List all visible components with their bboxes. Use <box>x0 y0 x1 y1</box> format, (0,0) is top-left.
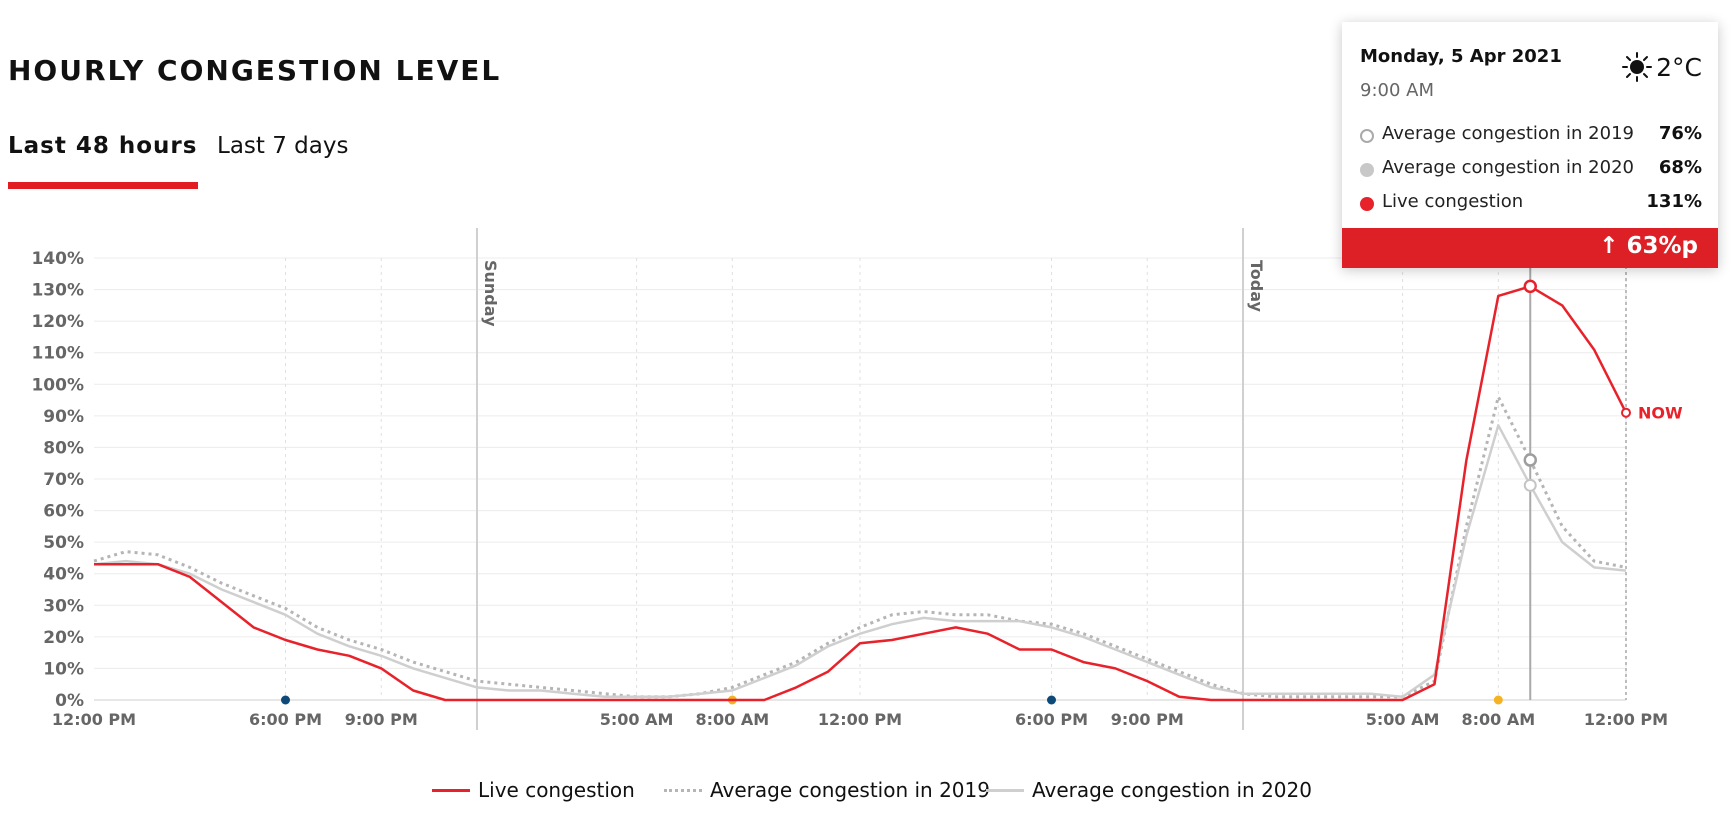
x-tick-label: 9:00 PM <box>345 710 418 729</box>
y-tick-label: 40% <box>43 565 84 585</box>
tab-last-48-hours[interactable]: Last 48 hours <box>8 133 198 159</box>
legend-label: Average congestion in 2019 <box>710 778 990 802</box>
tooltip-row-value: 68% <box>1658 157 1702 178</box>
red-dot-icon <box>1360 197 1374 211</box>
y-tick-label: 120% <box>31 312 84 332</box>
y-tick-label: 110% <box>31 344 84 364</box>
series-line-2020 <box>93 424 1627 699</box>
y-tick-label: 60% <box>43 502 84 522</box>
hover-point-2019 <box>1523 453 1537 467</box>
now-point <box>1621 407 1631 418</box>
legend-item-live[interactable]: Live congestion <box>432 778 635 802</box>
tooltip-row-value: 131% <box>1646 191 1702 212</box>
tooltip-temperature: 2°C <box>1656 52 1702 82</box>
tooltip-time: 9:00 AM <box>1360 80 1434 101</box>
tooltip-row-label: Live congestion <box>1382 191 1524 212</box>
tooltip-row-value: 76% <box>1658 123 1702 144</box>
x-tick-label: 9:00 PM <box>1111 710 1184 729</box>
tab-last-7-days[interactable]: Last 7 days <box>217 133 349 159</box>
hover-point-live <box>1523 279 1537 294</box>
now-label: NOW <box>1638 404 1683 423</box>
active-tab-indicator <box>8 182 198 189</box>
tooltip-delta-bar: ↑ 63%p <box>1342 228 1718 268</box>
legend-label: Live congestion <box>478 778 635 802</box>
legend-item-2020[interactable]: Average congestion in 2020 <box>986 778 1312 802</box>
y-tick-label: 20% <box>43 628 84 648</box>
sun-icon <box>1622 52 1653 82</box>
tooltip-delta: ↑ 63%p <box>1599 233 1698 259</box>
page-title: HOURLY CONGESTION LEVEL <box>8 54 502 87</box>
x-tick-label: 6:00 PM <box>1015 710 1088 729</box>
grey-dot-icon <box>1360 163 1374 177</box>
x-tick-label: 8:00 AM <box>1461 710 1535 729</box>
y-tick-label: 70% <box>43 470 84 490</box>
tooltip-row-2020: Average congestion in 2020 68% <box>1360 157 1702 183</box>
series-line-live <box>94 285 1628 702</box>
y-tick-label: 0% <box>55 691 84 711</box>
y-tick-label: 100% <box>31 375 84 395</box>
y-tick-label: 10% <box>43 659 84 679</box>
legend-item-2019[interactable]: Average congestion in 2019 <box>664 778 990 802</box>
y-tick-label: 90% <box>43 407 84 427</box>
tooltip-row-live: Live congestion 131% <box>1360 191 1702 217</box>
x-tick-label: 12:00 PM <box>52 710 136 729</box>
day-label: Sunday <box>481 260 500 327</box>
hover-tooltip: Monday, 5 Apr 2021 9:00 AM 2°C Average c… <box>1342 22 1718 268</box>
y-tick-label: 50% <box>43 533 84 553</box>
tooltip-date: Monday, 5 Apr 2021 <box>1360 46 1562 67</box>
x-tick-label: 8:00 AM <box>695 710 769 729</box>
tooltip-row-label: Average congestion in 2019 <box>1382 123 1634 144</box>
x-tick-label: 5:00 AM <box>600 710 674 729</box>
tooltip-row-2019: Average congestion in 2019 76% <box>1360 123 1702 149</box>
y-tick-label: 140% <box>31 249 84 269</box>
tooltip-row-label: Average congestion in 2020 <box>1382 157 1634 178</box>
y-tick-label: 130% <box>31 281 84 301</box>
legend-label: Average congestion in 2020 <box>1032 778 1312 802</box>
y-tick-label: 80% <box>43 438 84 458</box>
hollow-circle-icon <box>1360 129 1374 143</box>
x-tick-label: 12:00 PM <box>1584 710 1668 729</box>
y-tick-label: 30% <box>43 596 84 616</box>
morning-marker-dot <box>1493 695 1503 705</box>
day-label: Today <box>1247 260 1266 313</box>
tooltip-weather: 2°C <box>1622 52 1702 82</box>
night-marker-dot <box>1047 695 1056 705</box>
hover-point-2020 <box>1523 478 1537 492</box>
solid-grey-line-icon <box>986 788 1024 792</box>
solid-red-line-icon <box>432 788 470 792</box>
night-marker-dot <box>281 695 290 705</box>
x-tick-label: 12:00 PM <box>818 710 902 729</box>
dotted-grey-line-icon <box>664 788 702 792</box>
x-tick-label: 6:00 PM <box>249 710 322 729</box>
series-line-2019 <box>93 395 1627 699</box>
x-tick-label: 5:00 AM <box>1366 710 1440 729</box>
